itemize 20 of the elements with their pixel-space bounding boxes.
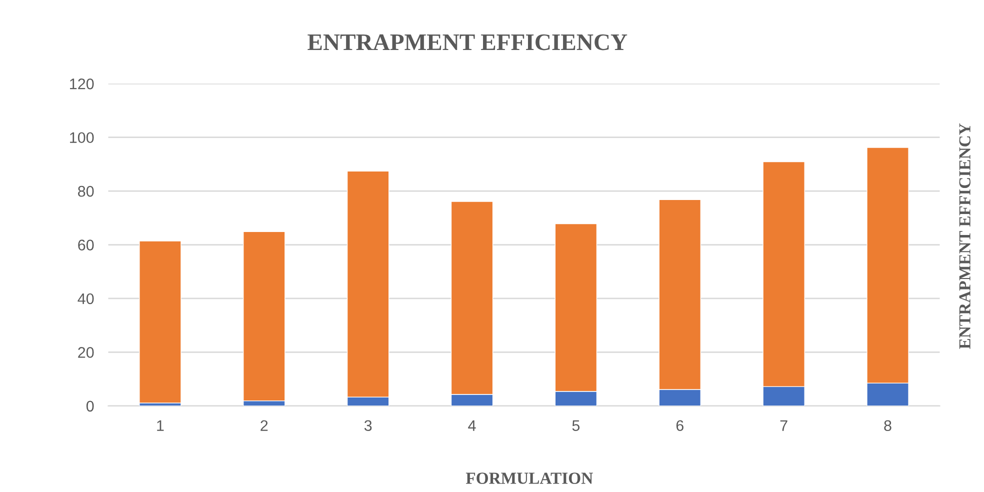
y-tick-label: 120 <box>70 78 94 90</box>
y-tick-label: 20 <box>78 347 94 358</box>
y-tick-label: 80 <box>78 186 94 197</box>
x-tick-label: 1 <box>157 420 164 431</box>
x-tick-label: 7 <box>780 420 788 431</box>
x-tick-label: 5 <box>572 420 580 432</box>
y-tick-label: 40 <box>78 293 94 304</box>
bar <box>139 240 182 404</box>
x-tick-label: 3 <box>364 420 372 432</box>
x-axis-title: FORMULATION <box>466 472 593 484</box>
y-axis-title: ENTRAPMENT EFFICIENCY <box>959 123 970 349</box>
y-tick-label: 0 <box>86 400 94 412</box>
x-tick-label: 4 <box>468 420 476 431</box>
y-tick-label: 100 <box>70 132 94 144</box>
x-tick-label: 6 <box>676 420 684 432</box>
y-tick-label: 60 <box>78 240 94 250</box>
bar <box>243 231 286 402</box>
x-tick-label: 8 <box>884 420 892 432</box>
x-tick-label: 2 <box>260 420 268 431</box>
chart-title: ENTRAPMENT EFFICIENCY <box>308 34 628 50</box>
